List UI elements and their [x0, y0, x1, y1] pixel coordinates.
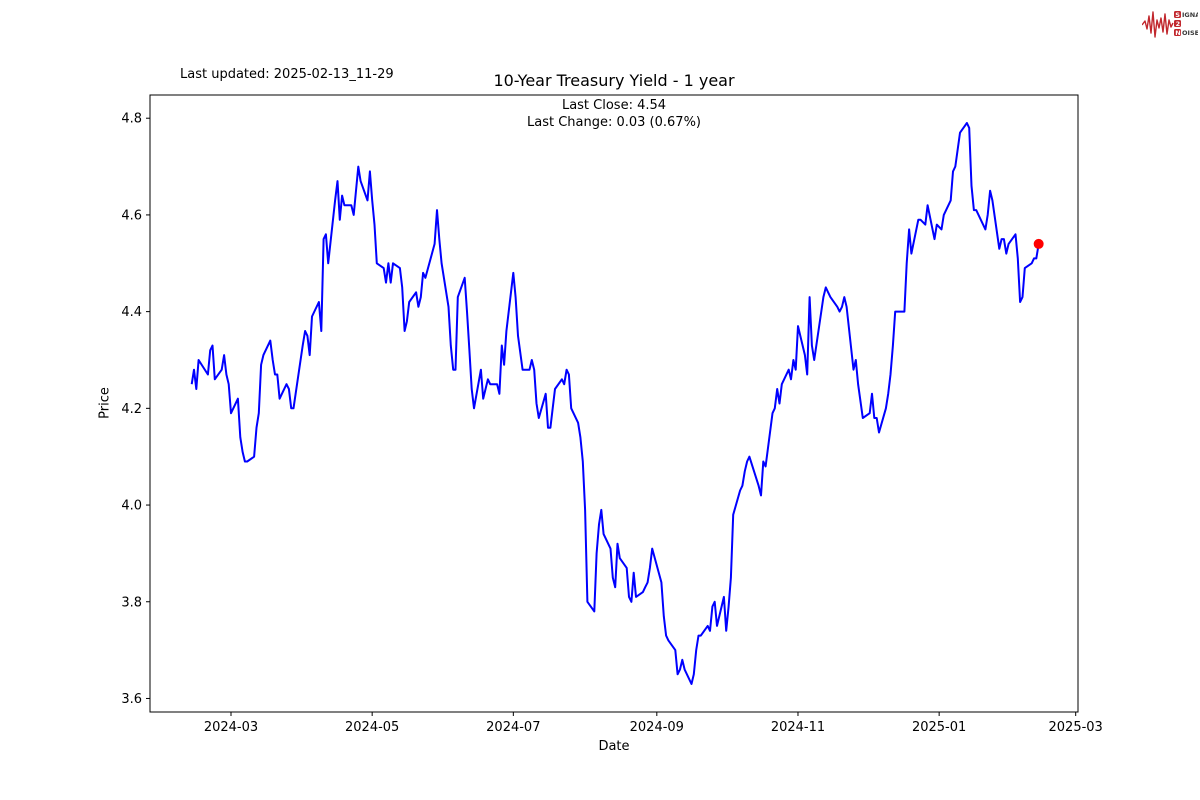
x-tick-label: 2024-09: [630, 720, 684, 735]
x-tick-label: 2024-07: [486, 720, 540, 735]
yield-line: [190, 122, 1040, 685]
y-tick-label: 3.6: [121, 692, 142, 707]
heartbeat-waveform-icon: [1142, 11, 1174, 38]
y-axis-label: Price: [97, 387, 113, 419]
y-tick-label: 4.6: [121, 208, 142, 223]
signal-2-noise-logo: S IGNAL 2 N OISE: [1142, 11, 1198, 38]
x-tick-label: 2025-03: [1049, 720, 1103, 735]
logo-digit-2: 2: [1176, 20, 1181, 28]
logo-2-box: [1174, 20, 1181, 27]
y-tick-label: 3.8: [121, 595, 142, 610]
logo-s-box: [1174, 11, 1181, 18]
chart-title: 10-Year Treasury Yield - 1 year: [493, 71, 735, 90]
x-tick-label: 2025-01: [912, 720, 966, 735]
last-close-annotation: Last Close: 4.54: [561, 98, 667, 113]
y-tick-label: 4.0: [121, 499, 142, 514]
logo-text-oise: OISE: [1182, 29, 1198, 37]
y-tick-label: 4.8: [121, 112, 142, 127]
x-tick-label: 2024-05: [345, 720, 399, 735]
last-updated-text: Last updated: 2025-02-13_11-29: [180, 67, 394, 82]
logo-letter-s: S: [1175, 11, 1180, 19]
y-tick-label: 4.4: [121, 305, 142, 320]
x-tick-label: 2024-11: [771, 720, 825, 735]
y-tick-label: 4.2: [121, 402, 142, 417]
logo-letter-n: N: [1175, 29, 1180, 37]
logo-text-ignal: IGNAL: [1182, 11, 1198, 19]
last-close-marker: [1033, 238, 1044, 249]
x-tick-label: 2024-03: [204, 720, 258, 735]
x-axis-label: Date: [598, 739, 630, 754]
last-change-annotation: Last Change: 0.03 (0.67%): [526, 115, 701, 130]
plot-frame: [149, 94, 1079, 713]
logo-n-box: [1174, 29, 1181, 36]
